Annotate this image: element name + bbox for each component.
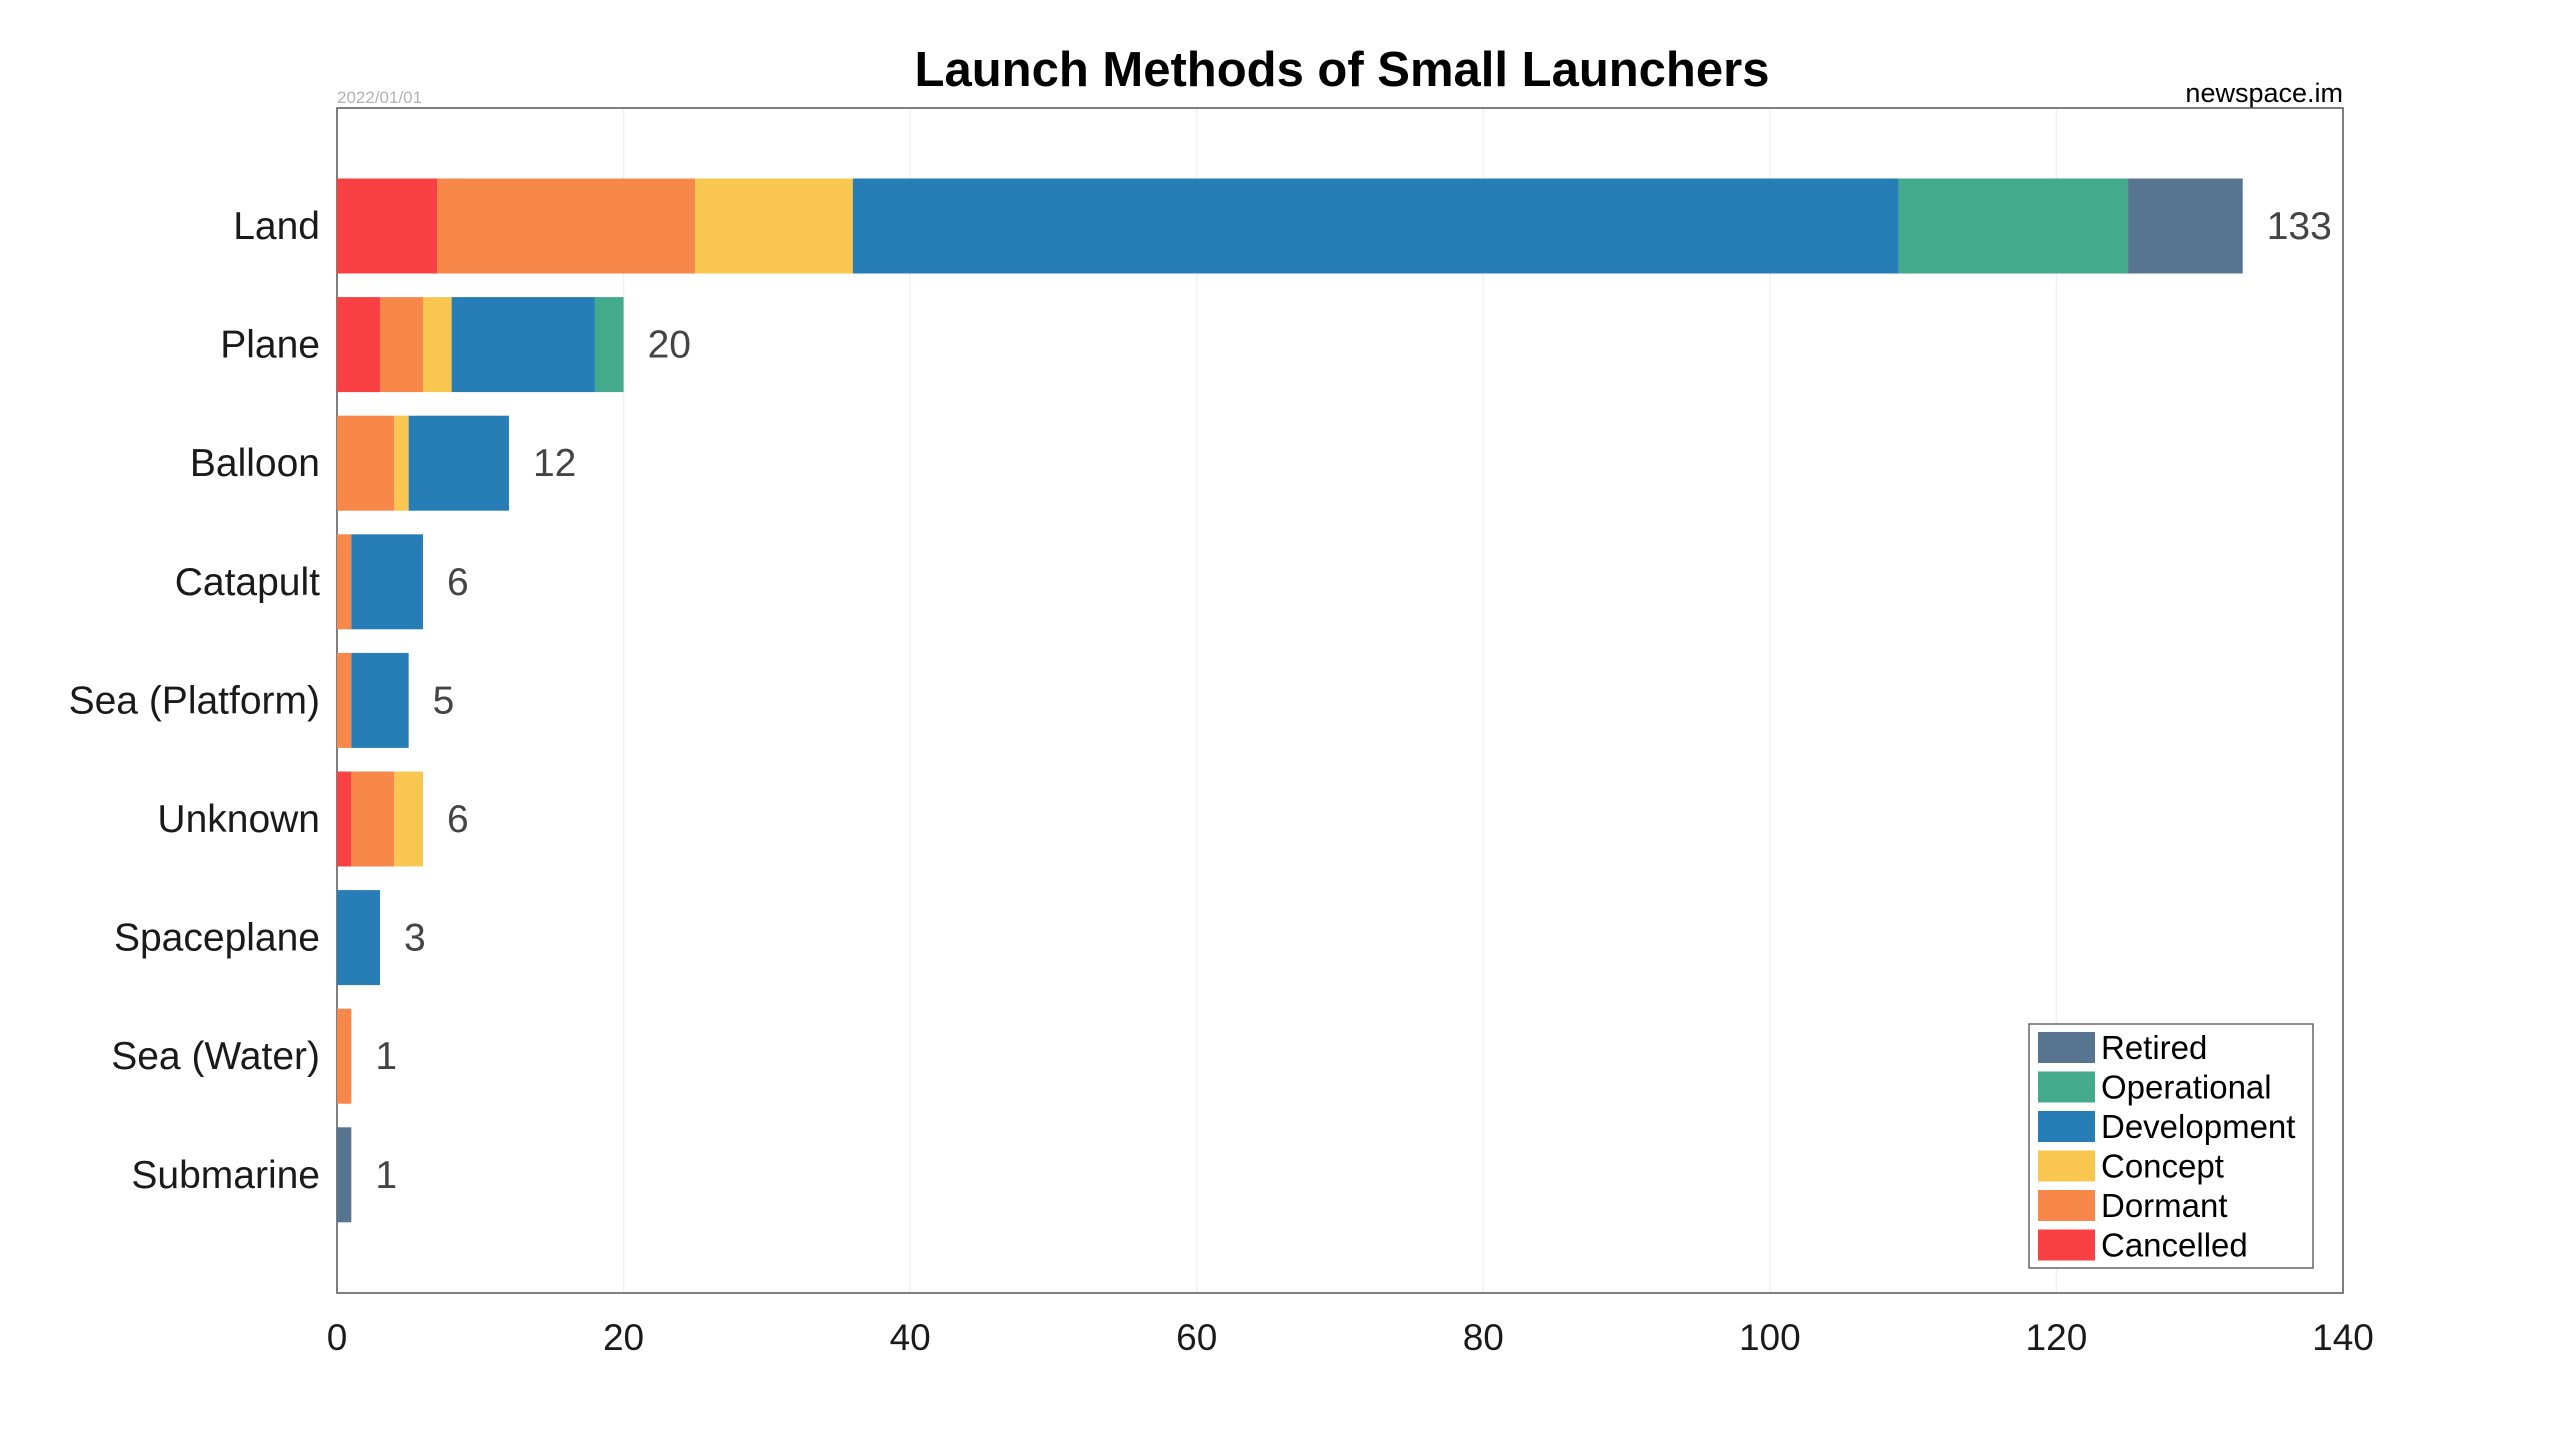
bar-total-label: 133 xyxy=(2267,205,2332,248)
bar-balloon-dormant xyxy=(337,415,395,511)
x-tick-label: 100 xyxy=(1739,1317,1801,1358)
legend-swatch-dormant xyxy=(2038,1190,2095,1221)
legend-label-development: Development xyxy=(2101,1108,2295,1145)
legend-label-dormant: Dormant xyxy=(2101,1187,2228,1224)
bar-plane-dormant xyxy=(379,297,423,393)
bar-land-retired xyxy=(2128,178,2243,274)
bar-land-operational xyxy=(1898,178,2129,274)
x-tick-label: 120 xyxy=(2026,1317,2088,1358)
category-label: Balloon xyxy=(190,442,320,485)
chart-date: 2022/01/01 xyxy=(337,88,422,107)
bar-sea-platform-development xyxy=(351,652,409,748)
bar-sea-platform-dormant xyxy=(337,652,352,748)
category-label: Land xyxy=(233,205,320,248)
bar-catapult-dormant xyxy=(337,534,352,630)
bar-plane-operational xyxy=(594,297,624,393)
legend-label-operational: Operational xyxy=(2101,1069,2272,1106)
bar-submarine-retired xyxy=(337,1127,352,1223)
bar-sea-water-dormant xyxy=(337,1008,352,1104)
category-label: Sea (Water) xyxy=(111,1035,320,1078)
legend: RetiredOperationalDevelopmentConceptDorm… xyxy=(2028,1023,2314,1269)
bar-unknown-dormant xyxy=(351,771,395,867)
bar-total-label: 1 xyxy=(375,1154,397,1197)
bar-plane-cancelled xyxy=(337,297,380,393)
legend-label-concept: Concept xyxy=(2101,1148,2224,1185)
chart-source: newspace.im xyxy=(2185,78,2343,108)
x-tick-label: 20 xyxy=(603,1317,644,1358)
bar-balloon-development xyxy=(408,415,509,511)
bar-land-dormant xyxy=(437,178,696,274)
legend-swatch-development xyxy=(2038,1111,2095,1142)
bar-plane-concept xyxy=(422,297,452,393)
bar-balloon-concept xyxy=(394,415,409,511)
bar-unknown-concept xyxy=(394,771,423,867)
bar-total-label: 1 xyxy=(375,1035,397,1078)
labels-layer: Land 133 Plane 20 Balloon 12 Catapult 6 Sea (Pla… xyxy=(69,205,2332,1197)
x-tick-label: 140 xyxy=(2312,1317,2374,1358)
legend-label-retired: Retired xyxy=(2101,1029,2207,1066)
legend-swatch-retired xyxy=(2038,1032,2095,1063)
bar-total-label: 3 xyxy=(404,917,426,960)
x-tick-label: 60 xyxy=(1176,1317,1217,1358)
x-tick-label: 80 xyxy=(1463,1317,1504,1358)
bar-land-concept xyxy=(695,178,853,274)
legend-swatch-operational xyxy=(2038,1071,2095,1103)
bar-total-label: 6 xyxy=(447,798,469,841)
legend-label-cancelled: Cancelled xyxy=(2101,1227,2248,1264)
bar-plane-development xyxy=(451,297,595,393)
bar-spaceplane-development xyxy=(337,890,380,986)
bar-land-development xyxy=(852,178,1899,274)
bar-catapult-development xyxy=(351,534,423,630)
bar-total-label: 5 xyxy=(433,679,455,722)
x-tick-label: 0 xyxy=(327,1317,348,1358)
bars-layer xyxy=(337,178,2243,1223)
category-label: Catapult xyxy=(175,561,320,604)
x-tick-label: 40 xyxy=(890,1317,931,1358)
category-label: Submarine xyxy=(131,1154,320,1197)
category-label: Spaceplane xyxy=(114,917,320,960)
category-label: Plane xyxy=(220,324,320,367)
chart-title: Launch Methods of Small Launchers xyxy=(915,43,1770,97)
grid-layer xyxy=(622,108,2058,1293)
legend-swatch-cancelled xyxy=(2038,1229,2095,1261)
bar-land-cancelled xyxy=(337,178,438,274)
legend-frame xyxy=(2028,1023,2314,1269)
category-label: Sea (Platform) xyxy=(69,679,320,722)
bar-total-label: 12 xyxy=(533,442,576,485)
bar-total-label: 6 xyxy=(447,561,469,604)
bar-unknown-cancelled xyxy=(337,771,352,867)
category-label: Unknown xyxy=(157,798,320,841)
bar-total-label: 20 xyxy=(648,324,691,367)
legend-swatch-concept xyxy=(2038,1150,2095,1182)
ticks-layer: 0 20 40 60 80 100 120 140 xyxy=(327,1317,2374,1358)
